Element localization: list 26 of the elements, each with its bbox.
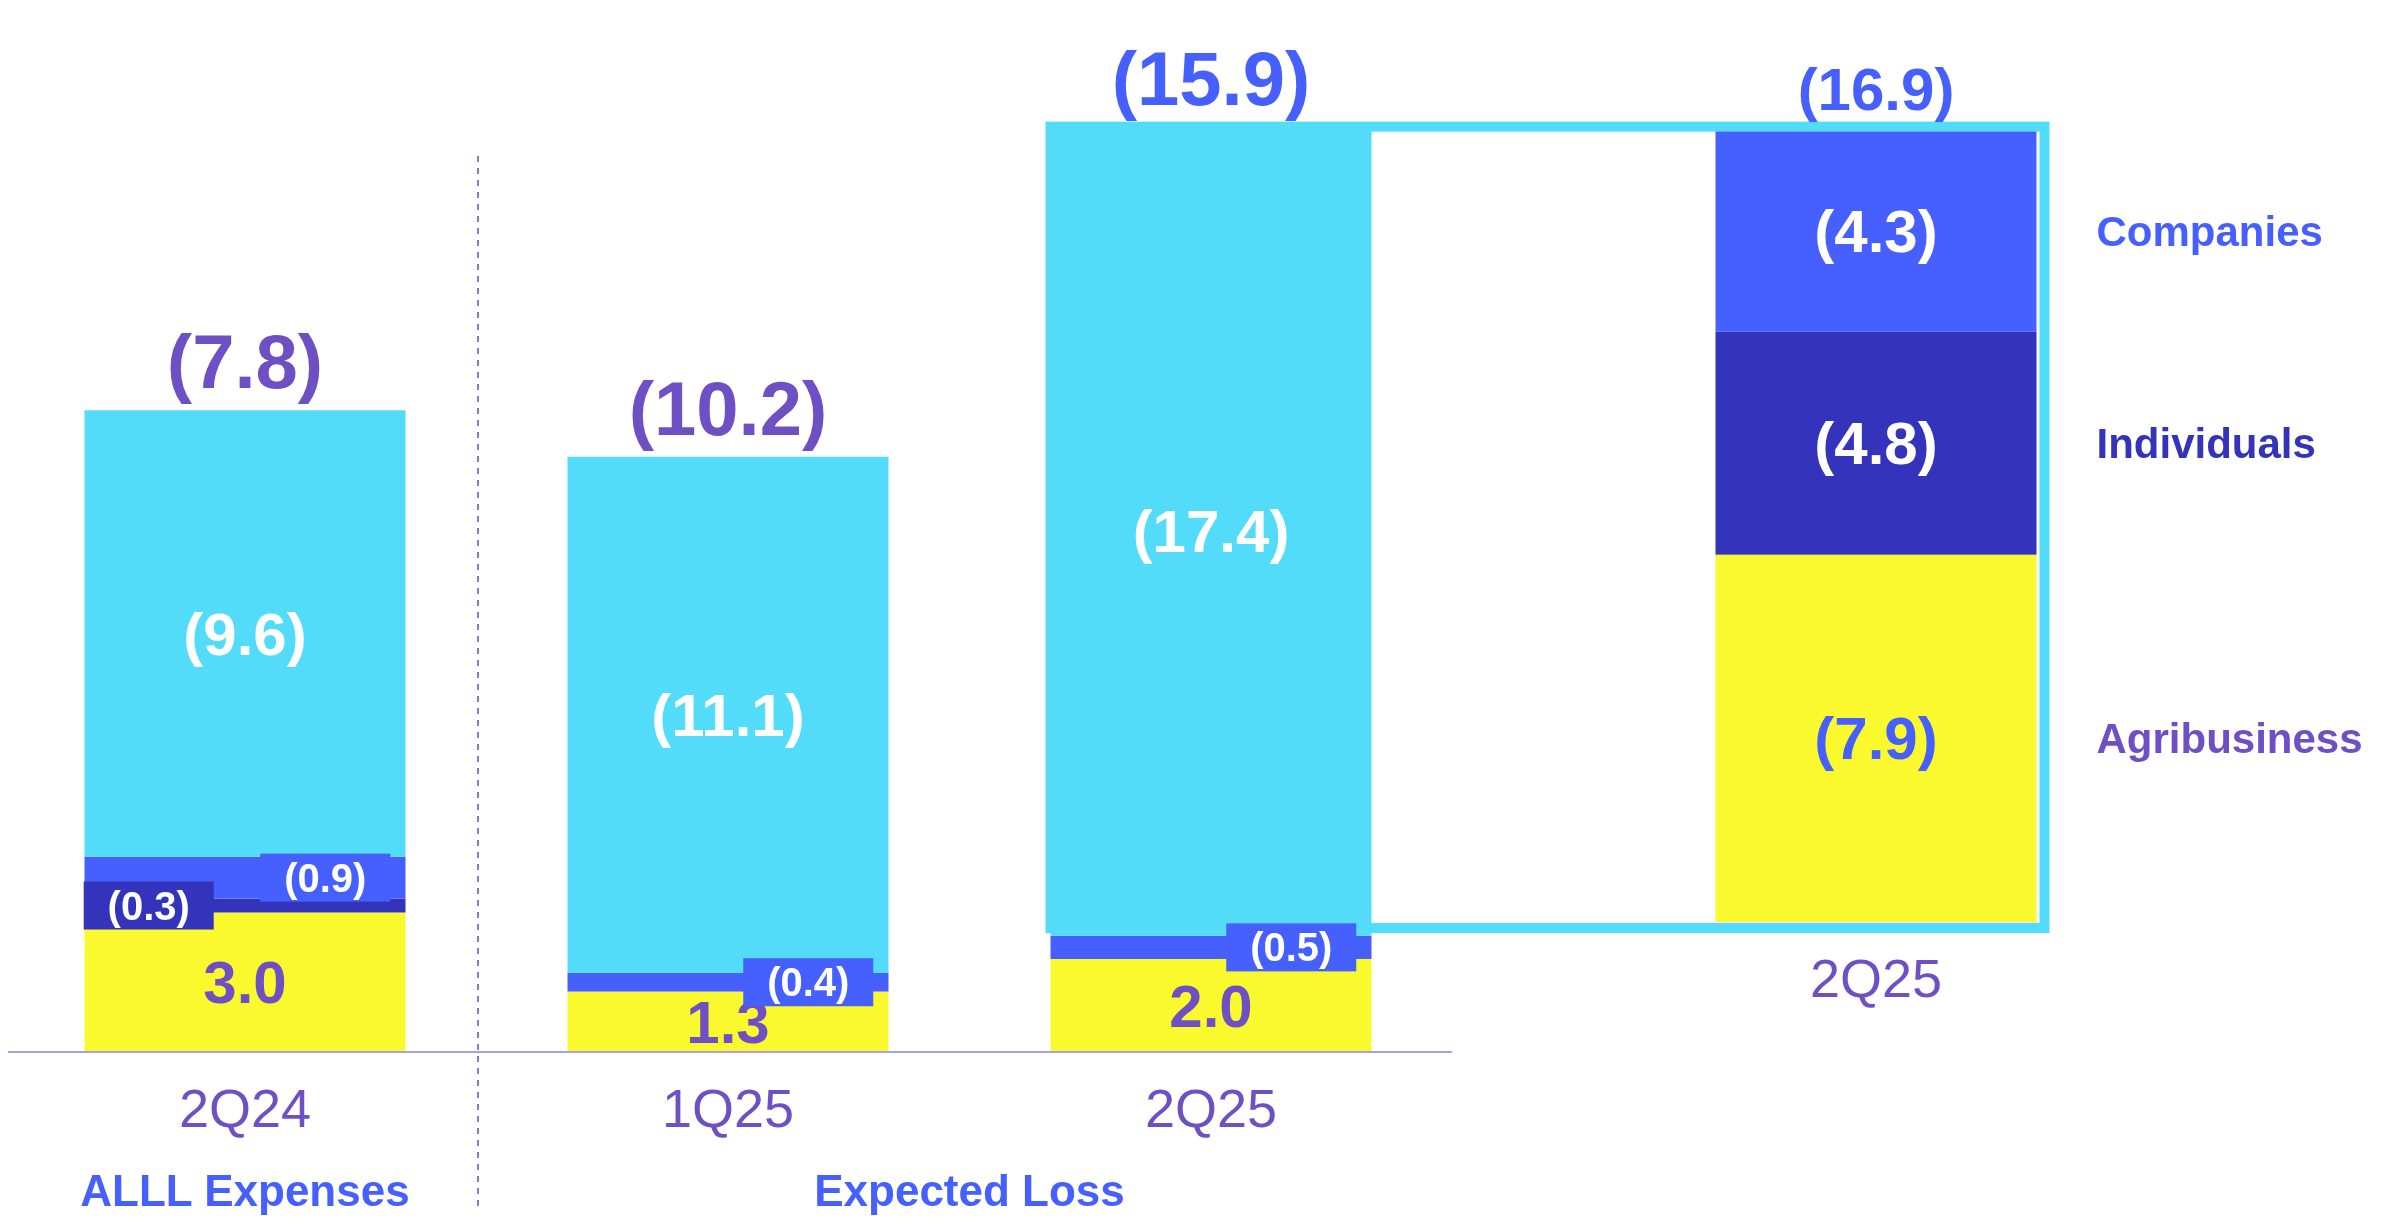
data-label: (4.3) — [1814, 198, 1938, 266]
data-label: (0.9) — [284, 855, 367, 900]
data-label: (11.1) — [651, 681, 805, 749]
annotation: (7.8) — [166, 319, 324, 405]
text: Expected Loss — [814, 1166, 1125, 1215]
data-label: (7.9) — [1814, 705, 1938, 773]
annotation: (16.9) — [1797, 55, 1955, 123]
x-tick-label: 2Q24 — [178, 1078, 312, 1138]
bar — [84, 410, 406, 857]
data-label: (0.5) — [1250, 925, 1333, 970]
data-label: (17.4) — [1132, 498, 1290, 566]
data-label: 3.0 — [203, 949, 287, 1017]
x-tick-label: 1Q25 — [661, 1078, 795, 1138]
x-tick-label: 2Q25 — [1144, 1078, 1278, 1138]
annotation: (10.2) — [628, 365, 828, 451]
data-label: (0.4) — [767, 960, 850, 1005]
annotation: (15.9) — [1111, 35, 1311, 121]
data-label: (9.6) — [183, 600, 307, 668]
series-label: Individuals — [2096, 419, 2316, 467]
series-label: Agribusiness — [2096, 715, 2363, 763]
series-label: Companies — [2096, 208, 2323, 256]
text: ALLL Expenses — [80, 1166, 410, 1215]
x-tick-label: 2Q25 — [1809, 948, 1943, 1008]
data-label: (4.8) — [1814, 410, 1938, 478]
data-label: 2.0 — [1169, 972, 1253, 1040]
data-label: (0.3) — [107, 883, 190, 928]
